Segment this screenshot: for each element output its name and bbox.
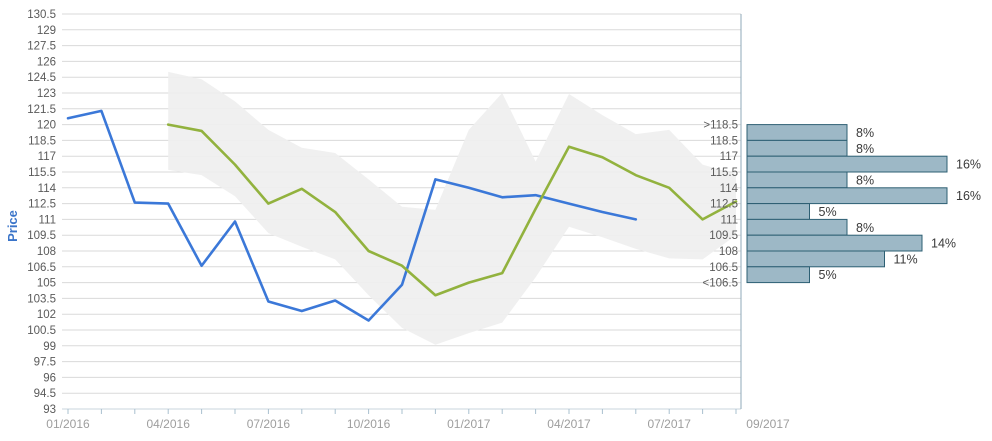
x-tick-label: 09/2017 — [746, 417, 790, 431]
bar-value-label: 8% — [856, 173, 874, 187]
y-tick-label: 114 — [38, 183, 57, 195]
probability-bar[interactable] — [746, 218, 848, 236]
bar-value-label: 5% — [819, 205, 837, 219]
bar-value-label: 16% — [956, 189, 981, 203]
bar-value-label: 14% — [931, 237, 956, 251]
y-tick-label: 106.5 — [27, 262, 56, 274]
y-axis-labels: 130.5 129 127.5 126 124.5 123 121.5 120 118.5 117… — [27, 9, 56, 416]
bar-value-label: 16% — [956, 158, 981, 172]
x-axis-ticks — [67, 409, 737, 414]
x-axis-labels: 01/2016 04/2016 07/2016 10/2016 01/2017 04/20… — [46, 417, 790, 431]
y-tick-label: 130.5 — [27, 9, 56, 21]
y-tick-label: 102 — [37, 309, 56, 321]
bin-boundary-label: 115.5 — [710, 167, 738, 179]
bin-boundary-label: 108 — [719, 246, 738, 258]
y-tick-label: 93 — [43, 404, 56, 416]
y-tick-label: 112.5 — [28, 199, 56, 211]
histogram-bin-labels: >118.5 118.5 117 115.5 114 112.5 111 109.5 108 10… — [703, 120, 739, 290]
bin-boundary-label: 112.5 — [710, 199, 738, 211]
x-tick-label: 01/2017 — [447, 417, 491, 431]
bar-value-label: 11% — [894, 252, 918, 266]
x-tick-label: 04/2017 — [547, 417, 591, 431]
bin-boundary-label: >118.5 — [703, 120, 738, 132]
y-tick-label: 120 — [37, 120, 56, 132]
y-tick-label: 126 — [37, 56, 56, 68]
y-tick-label: 96 — [43, 372, 56, 384]
bar-value-label: 8% — [856, 221, 874, 235]
probability-bar[interactable] — [746, 155, 948, 173]
y-tick-label: 99 — [43, 341, 56, 353]
bin-boundary-label: 117 — [720, 151, 738, 163]
y-tick-label: 111 — [39, 214, 56, 226]
probability-bar[interactable] — [746, 250, 885, 268]
forecast-range-band — [168, 71, 736, 345]
probability-bar[interactable] — [746, 139, 848, 157]
x-tick-label: 04/2016 — [147, 417, 191, 431]
y-tick-label: 94.5 — [34, 388, 56, 400]
probability-bar[interactable] — [746, 266, 810, 284]
x-tick-label: 01/2016 — [46, 417, 90, 431]
bin-boundary-label: 111 — [721, 214, 738, 226]
y-tick-label: 115.5 — [28, 167, 56, 179]
y-tick-label: 97.5 — [34, 357, 56, 369]
y-tick-label: 127.5 — [27, 41, 56, 53]
bar-value-label: 8% — [856, 126, 874, 140]
y-tick-label: 118.5 — [28, 135, 56, 147]
y-axis-title: Price — [5, 210, 20, 242]
forecast-line[interactable] — [166, 123, 738, 297]
x-tick-label: 10/2016 — [347, 417, 391, 431]
y-tick-label: 108 — [37, 246, 56, 258]
bin-boundary-label: 114 — [720, 183, 739, 195]
probability-bar[interactable] — [746, 187, 948, 205]
y-tick-label: 105 — [37, 278, 56, 290]
x-tick-label: 07/2016 — [247, 417, 291, 431]
x-tick-label: 07/2017 — [648, 417, 692, 431]
y-tick-label: 129 — [37, 25, 56, 37]
y-tick-label: 103.5 — [27, 293, 56, 305]
bar-value-label: 5% — [819, 268, 837, 282]
probability-bar[interactable] — [746, 124, 848, 141]
bin-boundary-label: 118.5 — [710, 135, 738, 147]
y-tick-label: 123 — [37, 88, 56, 100]
y-tick-label: 124.5 — [27, 72, 56, 84]
y-tick-label: 121.5 — [27, 104, 56, 116]
y-tick-label: 117 — [38, 151, 56, 163]
probability-bar[interactable] — [746, 171, 848, 189]
bar-value-label: 8% — [856, 142, 874, 156]
bin-boundary-label: <106.5 — [703, 278, 739, 290]
y-tick-label: 109.5 — [27, 230, 56, 242]
bin-boundary-label: 106.5 — [709, 262, 738, 274]
probability-bar[interactable] — [746, 203, 810, 220]
y-tick-label: 100.5 — [27, 325, 56, 337]
histogram: 8% 8% 16% 8% 16% 5% 8% 14% 11% 5% — [746, 124, 981, 284]
bin-boundary-label: 109.5 — [709, 230, 738, 242]
probability-bar[interactable] — [746, 234, 923, 252]
